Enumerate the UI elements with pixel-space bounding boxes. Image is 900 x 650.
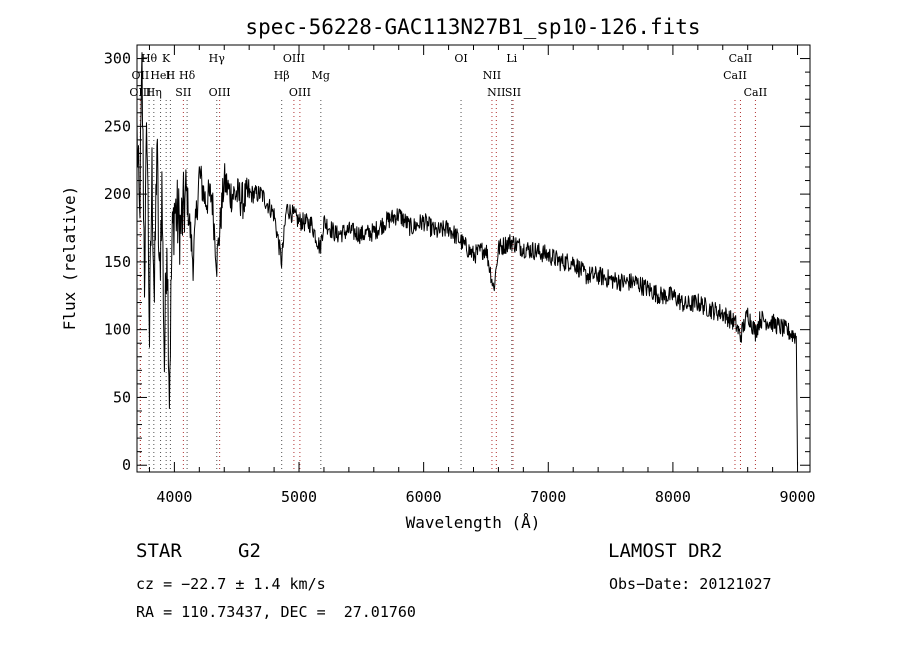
y-tick-label: 100 [104, 321, 131, 339]
line-id-markers [139, 100, 756, 472]
line-id-label: HeI [150, 69, 170, 82]
line-id-label: Hβ [274, 69, 290, 82]
line-id-label: H [166, 69, 176, 82]
line-id-label: SII [505, 86, 521, 99]
line-id-label: CaII [723, 69, 747, 82]
y-tick-label: 0 [122, 456, 131, 474]
line-id-label: OI [454, 52, 467, 65]
spectrum-series-line [136, 52, 798, 466]
line-id-label: Mg [312, 69, 330, 82]
y-tick-label: 50 [113, 388, 131, 406]
x-tick-label: 8000 [655, 488, 691, 506]
object-class: STAR [136, 540, 182, 562]
survey-name: LAMOST DR2 [608, 540, 723, 562]
plot-axes: 0 50 100 150 200 250 300 4000 5000 6000 7000 8000 90… [104, 44, 816, 506]
line-id-label: OIII [289, 86, 311, 99]
line-id-label: OIII [129, 86, 151, 99]
line-id-label: NII [487, 86, 505, 99]
line-id-label: OIII [283, 52, 305, 65]
line-id-label: CaII [744, 86, 768, 99]
line-id-label: Hθ [141, 52, 158, 65]
redshift-velocity: cz = −22.7 ± 1.4 km/s [136, 575, 326, 593]
y-axis-label: Flux (relative) [60, 186, 79, 331]
line-id-label: Hη [146, 86, 162, 99]
x-tick-label: 4000 [156, 488, 192, 506]
line-id-label: Hδ [179, 69, 196, 82]
coordinates-ra-dec: RA = 110.73437, DEC = 27.01760 [136, 603, 416, 621]
line-id-label: K [162, 52, 171, 65]
x-tick-label: 7000 [530, 488, 566, 506]
y-tick-label: 200 [104, 185, 131, 203]
chart-title: spec-56228-GAC113N27B1_sp10-126.fits [245, 15, 700, 39]
object-subclass: G2 [238, 540, 261, 562]
line-id-label: Hγ [209, 52, 226, 65]
line-id-label: CaII [729, 52, 753, 65]
line-id-label: Li [506, 52, 517, 65]
x-tick-label: 6000 [406, 488, 442, 506]
line-id-label: OII [132, 69, 150, 82]
x-axis-label: Wavelength (Å) [406, 513, 541, 532]
line-id-label: SII [175, 86, 191, 99]
line-id-label: NII [483, 69, 501, 82]
y-tick-label: 300 [104, 50, 131, 68]
x-tick-label: 9000 [779, 488, 815, 506]
x-tick-label: 5000 [281, 488, 317, 506]
observation-date: Obs−Date: 20121027 [609, 575, 772, 593]
y-tick-label: 150 [104, 253, 131, 271]
line-id-label: OIII [209, 86, 231, 99]
y-tick-label: 250 [104, 117, 131, 135]
